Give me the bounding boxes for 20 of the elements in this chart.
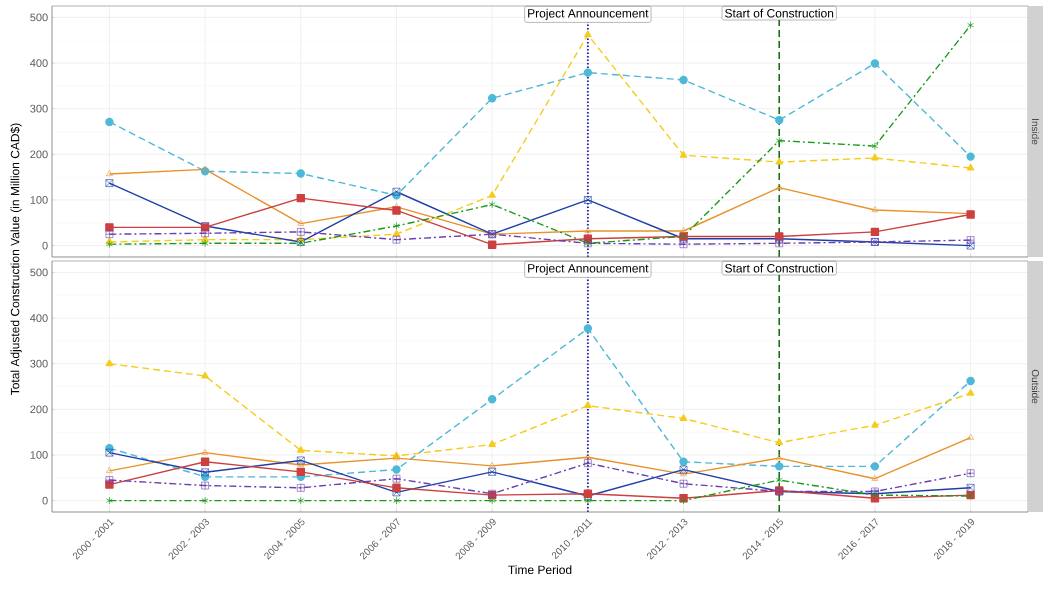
y-tick-label: 300 (30, 359, 48, 368)
y-tick-label: 200 (30, 405, 48, 414)
y-tick-label: 500 (30, 13, 48, 22)
ref-line-label: Project Announcement (528, 263, 649, 275)
text: Outside (1031, 369, 1040, 404)
y-tick-label: 500 (30, 268, 48, 277)
y-tick-label: 100 (30, 196, 48, 204)
y-tick-label: 400 (30, 314, 48, 322)
ref-line-label: Start of Construction (725, 8, 834, 18)
ref-line-label: Project Announcement (528, 8, 649, 20)
y-tick-label: 0 (42, 241, 48, 250)
ref-line-label: Start of Construction (725, 263, 834, 273)
y-tick-label: 400 (30, 59, 48, 67)
y-tick-label: 0 (42, 496, 48, 505)
text: Inside (1031, 119, 1040, 145)
y-tick-label: 100 (30, 451, 48, 459)
y-axis-title: Total Adjusted Construction Value (in Million CAD$) (10, 123, 22, 396)
y-tick-label: 300 (30, 104, 48, 113)
x-axis-title: Time Period (508, 565, 572, 575)
y-tick-label: 200 (30, 150, 48, 159)
